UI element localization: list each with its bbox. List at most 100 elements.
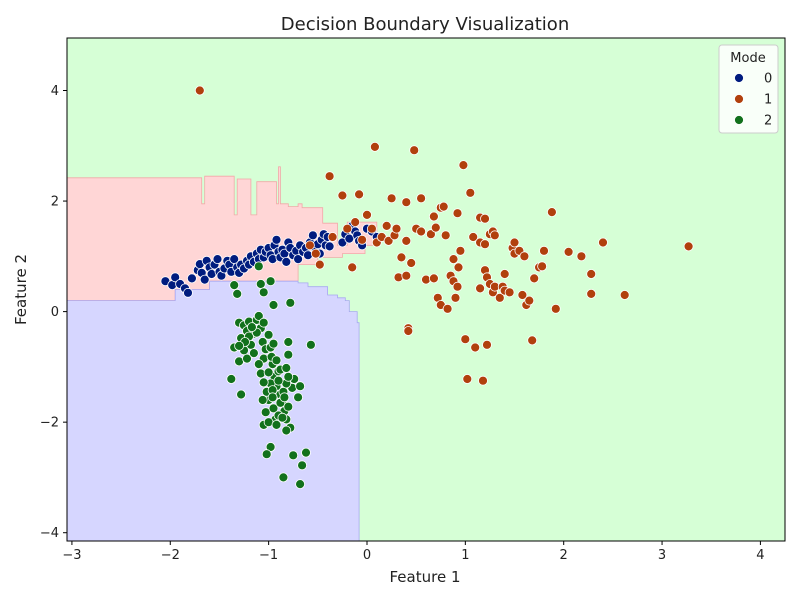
point-mode-0: [199, 274, 210, 285]
point-mode-0: [183, 287, 193, 298]
point-mode-2: [268, 338, 279, 349]
point-mode-2: [226, 374, 237, 384]
legend-label-1: 1: [764, 93, 772, 108]
point-mode-1: [391, 223, 402, 234]
point-mode-2: [246, 322, 257, 333]
point-mode-2: [265, 276, 276, 287]
point-mode-1: [537, 261, 547, 272]
point-mode-1: [304, 240, 315, 251]
point-mode-1: [310, 248, 321, 259]
point-mode-1: [509, 237, 520, 248]
point-mode-1: [409, 145, 420, 156]
point-mode-2: [273, 375, 284, 386]
legend-label-0: 0: [764, 72, 772, 87]
point-mode-1: [403, 326, 414, 336]
point-mode-1: [369, 141, 380, 152]
point-mode-2: [268, 403, 279, 414]
point-mode-1: [517, 290, 528, 300]
point-mode-1: [448, 254, 459, 265]
point-mode-1: [519, 251, 530, 262]
point-mode-2: [278, 472, 289, 483]
point-mode-2: [234, 340, 245, 351]
point-mode-1: [362, 209, 372, 220]
point-mode-1: [586, 288, 597, 299]
point-mode-0: [271, 234, 282, 245]
point-mode-1: [598, 237, 608, 248]
point-mode-1: [527, 335, 538, 346]
point-mode-2: [253, 311, 264, 321]
y-tick-label: −2: [40, 416, 59, 431]
point-mode-1: [547, 207, 557, 218]
x-tick-label: 3: [658, 548, 666, 563]
legend-box: [718, 44, 779, 134]
point-mode-2: [242, 353, 252, 364]
plot-area: [66, 37, 786, 542]
point-mode-1: [480, 239, 490, 250]
point-mode-1: [381, 220, 392, 231]
scatter-points: [160, 85, 694, 490]
point-mode-1: [480, 213, 490, 224]
point-mode-2: [288, 450, 299, 461]
point-mode-1: [452, 281, 463, 292]
point-mode-0: [212, 254, 223, 265]
point-mode-2: [257, 395, 268, 405]
point-mode-2: [293, 392, 304, 403]
point-mode-2: [295, 479, 306, 490]
point-mode-1: [453, 262, 464, 273]
point-mode-2: [297, 460, 308, 471]
point-mode-2: [268, 300, 279, 310]
point-mode-2: [295, 381, 306, 392]
point-mode-1: [683, 241, 694, 252]
point-mode-1: [576, 251, 587, 262]
point-mode-1: [366, 223, 377, 234]
point-mode-2: [263, 329, 274, 340]
point-mode-2: [271, 355, 282, 366]
point-mode-0: [186, 273, 197, 284]
point-mode-2: [229, 280, 240, 291]
point-mode-1: [455, 245, 466, 256]
point-mode-0: [281, 256, 292, 267]
point-mode-1: [386, 193, 397, 204]
y-tick-label: 4: [51, 84, 59, 99]
point-mode-1: [465, 187, 476, 198]
point-mode-1: [401, 197, 412, 208]
point-mode-1: [401, 270, 412, 281]
point-mode-1: [393, 272, 404, 283]
point-mode-1: [524, 295, 535, 306]
point-mode-0: [303, 250, 313, 261]
point-mode-2: [253, 261, 264, 272]
x-tick-label: −1: [259, 548, 278, 563]
point-mode-1: [499, 269, 510, 279]
point-mode-1: [440, 230, 451, 241]
y-axis-label: Feature 2: [12, 254, 30, 325]
point-mode-1: [450, 292, 461, 303]
point-mode-2: [260, 407, 271, 418]
point-mode-2: [281, 425, 292, 436]
plot-frame: [66, 37, 786, 542]
point-mode-1: [383, 235, 394, 246]
point-mode-2: [283, 349, 294, 360]
point-mode-2: [232, 288, 243, 299]
point-mode-1: [347, 262, 358, 273]
legend: Mode 0 1 2: [718, 44, 779, 134]
x-tick-label: −2: [161, 548, 180, 563]
point-mode-1: [462, 374, 473, 384]
point-mode-0: [170, 272, 181, 283]
point-mode-1: [327, 232, 338, 242]
point-mode-2: [277, 412, 288, 423]
point-mode-1: [442, 303, 453, 314]
legend-marker-1: [734, 94, 744, 104]
point-mode-1: [452, 208, 463, 219]
point-mode-1: [324, 171, 335, 182]
point-mode-2: [261, 449, 272, 460]
point-mode-2: [301, 447, 311, 458]
x-axis: −3 −2 −1 0 1 2 3 4: [62, 541, 765, 563]
point-mode-1: [342, 223, 353, 234]
point-mode-2: [285, 297, 296, 308]
point-mode-1: [337, 190, 348, 201]
x-axis-label: Feature 1: [390, 568, 461, 586]
y-tick-label: −4: [40, 526, 59, 541]
point-mode-1: [478, 375, 488, 386]
point-mode-2: [258, 287, 269, 298]
